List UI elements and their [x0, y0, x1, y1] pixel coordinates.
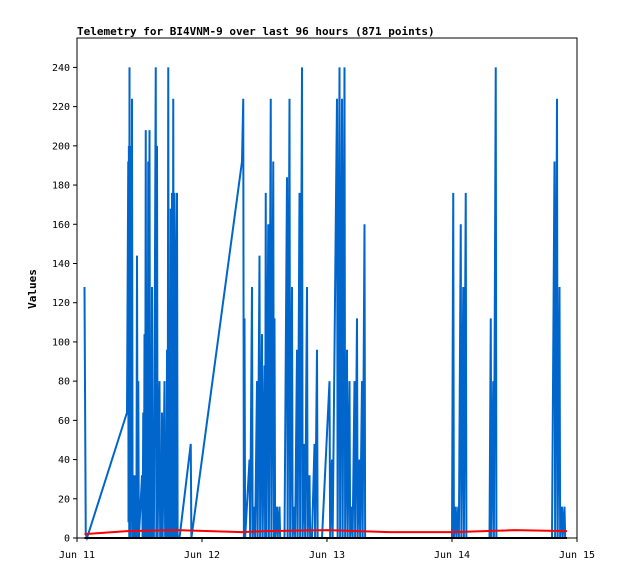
series-line-2 [84, 529, 568, 536]
y-tick-label: 40 [58, 455, 70, 466]
x-tick-label: Jun 14 [434, 550, 470, 561]
y-tick-label: 0 [64, 534, 70, 545]
y-tick-label: 20 [58, 494, 70, 505]
chart-title: Telemetry for BI4VNM-9 over last 96 hour… [77, 25, 435, 38]
series-line-1 [83, 67, 567, 542]
x-tick-label: Jun 11 [59, 550, 95, 561]
y-tick-label: 120 [52, 298, 70, 309]
y-tick-label: 180 [52, 181, 70, 192]
y-tick-label: 80 [58, 377, 70, 388]
x-tick-label: Jun 15 [559, 550, 595, 561]
x-axis-ticks: Jun 11 Jun 12 Jun 13 Jun 14 Jun 15 [59, 538, 595, 561]
x-tick-label: Jun 12 [184, 550, 220, 561]
y-tick-label: 160 [52, 220, 70, 231]
y-tick-label: 200 [52, 141, 70, 152]
y-tick-label: 60 [58, 416, 70, 427]
y-axis-label: Values [26, 269, 39, 309]
y-tick-label: 220 [52, 102, 70, 113]
series-layer [83, 67, 568, 542]
y-tick-label: 240 [52, 63, 70, 74]
y-tick-label: 100 [52, 337, 70, 348]
y-axis-ticks: 0 20 40 60 80 100 120 140 160 180 200 220 240 [52, 63, 77, 545]
y-tick-label: 140 [52, 259, 70, 270]
x-tick-label: Jun 13 [309, 550, 345, 561]
